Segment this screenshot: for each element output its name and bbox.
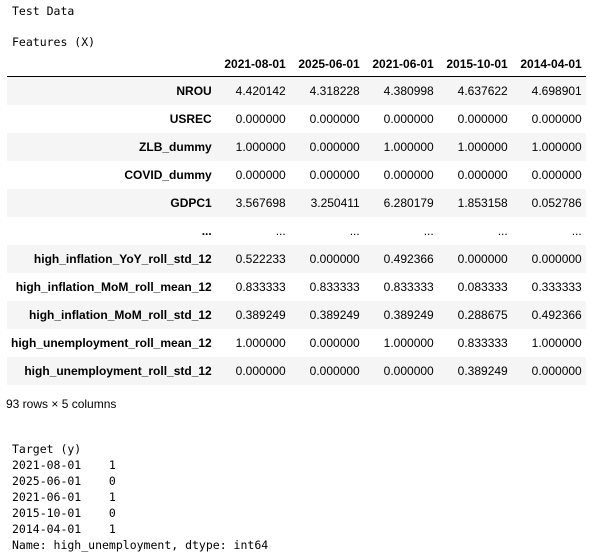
table-cell: 4.637622 xyxy=(457,84,508,98)
target-line: 2014-04-01 1 xyxy=(12,522,116,536)
table-row: ZLB_dummy 1.000000 0.000000 1.000000 1.00000… xyxy=(7,133,586,161)
table-cell: 0.000000 xyxy=(235,364,286,378)
table-cell: 0.522233 xyxy=(235,252,286,266)
table-cell: 0.052786 xyxy=(531,196,582,210)
row-index-label: high_inflation_MoM_roll_mean_12 xyxy=(15,280,212,294)
table-row: high_inflation_MoM_roll_mean_12 0.833333 0… xyxy=(7,273,586,301)
table-row: NROU 4.420142 4.318228 4.380998 4.637622 4.69… xyxy=(7,76,586,105)
target-lines: 2021-08-01 1 2025-06-01 0 2021-06-01 1 2015… xyxy=(12,457,268,537)
table-row: high_unemployment_roll_std_12 0.000000 0.0… xyxy=(7,357,586,385)
table-cell: 1.000000 xyxy=(235,336,286,350)
table-cell: 4.420142 xyxy=(235,84,286,98)
table-cell: 0.000000 xyxy=(383,168,434,182)
table-cell: ... xyxy=(349,224,360,238)
table-cell: 0.389249 xyxy=(309,308,360,322)
row-index-label: high_unemployment_roll_std_12 xyxy=(24,364,212,378)
table-cell: 0.000000 xyxy=(383,364,434,378)
table-cell: 0.000000 xyxy=(235,112,286,126)
table-cell: ... xyxy=(423,224,434,238)
table-cell: ... xyxy=(571,224,582,238)
table-cell: 0.000000 xyxy=(531,364,582,378)
column-header: 2025-06-01 xyxy=(289,52,364,77)
table-cell: 3.567698 xyxy=(235,196,286,210)
table-cell: 3.250411 xyxy=(310,196,360,210)
header-corner xyxy=(7,52,216,77)
table-cell: 0.000000 xyxy=(235,168,286,182)
table-cell: 0.389249 xyxy=(457,364,508,378)
output-title: Test Data xyxy=(12,4,75,18)
table-cell: 1.853158 xyxy=(457,196,508,210)
dataframe-table: 2021-08-01 2025-06-01 2021-06-01 2015-10-01… xyxy=(7,52,586,385)
table-cell: 1.000000 xyxy=(457,140,508,154)
table-cell: 0.000000 xyxy=(309,168,360,182)
column-header: 2021-06-01 xyxy=(363,52,438,77)
table-cell: 4.380998 xyxy=(383,84,434,98)
table-cell: 0.833333 xyxy=(457,336,508,350)
table-cell: 0.000000 xyxy=(531,252,582,266)
table-row: high_inflation_YoY_roll_std_12 0.522233 0.… xyxy=(7,245,586,273)
row-index-label: USREC xyxy=(169,112,212,126)
table-cell: 0.389249 xyxy=(383,308,434,322)
table-cell: 0.083333 xyxy=(457,280,508,294)
table-row: GDPC1 3.567698 3.250411 6.280179 1.853158 0.0… xyxy=(7,189,586,217)
table-header: 2021-08-01 2025-06-01 2021-06-01 2015-10-01… xyxy=(7,52,586,77)
table-cell: 0.333333 xyxy=(531,280,582,294)
table-cell: 4.698901 xyxy=(531,84,582,98)
table-row: high_inflation_MoM_roll_std_12 0.389249 0.… xyxy=(7,301,586,329)
table-body: NROU 4.420142 4.318228 4.380998 4.637622 4.69… xyxy=(7,76,586,385)
header-row: 2021-08-01 2025-06-01 2021-06-01 2015-10-01… xyxy=(7,52,586,77)
table-cell: 0.000000 xyxy=(383,112,434,126)
table-cell: 0.000000 xyxy=(531,112,582,126)
column-header: 2021-08-01 xyxy=(215,52,290,77)
table-cell: 0.000000 xyxy=(309,252,360,266)
table-row: high_unemployment_roll_mean_12 1.000000 0.… xyxy=(7,329,586,357)
target-output: Target (y) 2021-08-01 1 2025-06-01 0 2021-0… xyxy=(12,441,268,553)
table-cell: 0.492366 xyxy=(531,308,582,322)
target-line: 2015-10-01 0 xyxy=(12,506,116,520)
table-cell: 1.000000 xyxy=(235,140,286,154)
table-cell: 0.833333 xyxy=(383,280,434,294)
row-index-label: high_inflation_MoM_roll_std_12 xyxy=(29,308,212,322)
features-label: Features (X) xyxy=(12,35,96,49)
table-cell: 0.833333 xyxy=(235,280,286,294)
table-row: .................. xyxy=(7,217,586,245)
column-header: 2015-10-01 xyxy=(437,52,512,77)
target-footer: Name: high_unemployment, dtype: int64 xyxy=(12,538,269,552)
target-header: Target (y) xyxy=(12,442,82,456)
table-cell: 0.000000 xyxy=(309,364,360,378)
table-cell: 1.000000 xyxy=(531,336,582,350)
row-index-label: COVID_dummy xyxy=(124,168,212,182)
table-cell: ... xyxy=(275,224,286,238)
row-index-label: ZLB_dummy xyxy=(139,140,212,154)
table-cell: 0.000000 xyxy=(457,168,508,182)
row-index-label: high_inflation_YoY_roll_std_12 xyxy=(33,252,212,266)
table-cell: 1.000000 xyxy=(383,336,434,350)
target-line: 2025-06-01 0 xyxy=(12,474,116,488)
table-cell: 0.000000 xyxy=(309,336,360,350)
target-line: 2021-06-01 1 xyxy=(12,490,116,504)
row-index-label: high_unemployment_roll_mean_12 xyxy=(11,336,212,350)
table-cell: 6.280179 xyxy=(383,196,434,210)
table-cell: 0.000000 xyxy=(457,252,508,266)
row-index-label: ... xyxy=(201,224,212,238)
table-cell: ... xyxy=(497,224,508,238)
target-line: 2021-08-01 1 xyxy=(12,458,116,472)
table-cell: 0.833333 xyxy=(309,280,360,294)
shape-note: 93 rows × 5 columns xyxy=(6,397,117,411)
table-cell: 0.000000 xyxy=(531,168,582,182)
table-cell: 4.318228 xyxy=(309,84,360,98)
table-cell: 1.000000 xyxy=(531,140,582,154)
table-row: USREC 0.000000 0.000000 0.000000 0.000000 0.0… xyxy=(7,105,586,133)
table-cell: 1.000000 xyxy=(383,140,434,154)
table-cell: 0.492366 xyxy=(383,252,434,266)
table-cell: 0.000000 xyxy=(309,112,360,126)
table-row: COVID_dummy 0.000000 0.000000 0.000000 0.000… xyxy=(7,161,586,189)
table-cell: 0.000000 xyxy=(457,112,508,126)
row-index-label: GDPC1 xyxy=(170,196,212,210)
row-index-label: NROU xyxy=(176,84,212,98)
table-cell: 0.000000 xyxy=(309,140,360,154)
table-cell: 0.288675 xyxy=(457,308,508,322)
column-header: 2014-04-01 xyxy=(511,52,586,77)
table-cell: 0.389249 xyxy=(235,308,286,322)
